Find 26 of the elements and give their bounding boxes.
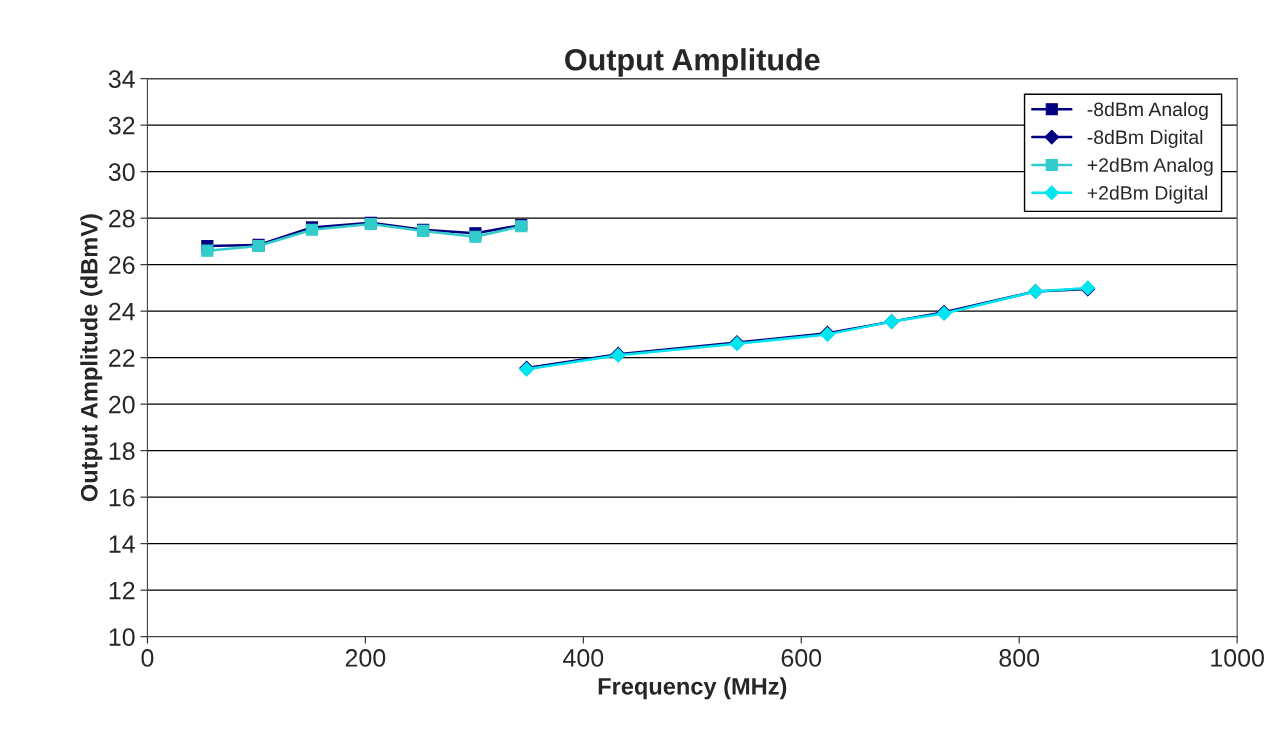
x-axis-title: Frequency (MHz) — [598, 677, 787, 700]
x-tick-label: 200 — [345, 649, 386, 667]
legend-label: -8dBm Analog — [1087, 101, 1208, 121]
y-tick-label: 34 — [108, 70, 135, 88]
chart-title: Output Amplitude — [565, 48, 820, 77]
legend-label: -8dBm Digital — [1087, 129, 1203, 148]
x-tick-label: 0 — [141, 649, 154, 667]
legend-label: +2dBm Analog — [1087, 157, 1213, 176]
y-tick-label: 20 — [109, 395, 135, 414]
y-tick-label: 18 — [109, 442, 135, 460]
y-tick-label: 22 — [109, 349, 135, 367]
y-tick-label: 28 — [109, 209, 135, 228]
y-tick-label: 10 — [109, 628, 135, 646]
x-tick-label: 1000 — [1211, 649, 1264, 667]
y-tick-label: 14 — [109, 535, 135, 553]
y-tick-label: 26 — [109, 256, 135, 274]
y-tick-label: 12 — [109, 581, 135, 600]
y-axis-title: Output Amplitude (dBmV) — [80, 214, 103, 502]
y-tick-label: 30 — [108, 163, 135, 181]
y-tick-label: 16 — [109, 488, 135, 507]
y-tick-label: 32 — [108, 116, 135, 135]
y-tick-label: 24 — [109, 302, 135, 321]
x-tick-label: 800 — [999, 649, 1040, 667]
legend-label: +2dBm Digital — [1087, 185, 1208, 204]
x-tick-label: 600 — [781, 649, 822, 667]
x-tick-label: 400 — [563, 649, 604, 667]
